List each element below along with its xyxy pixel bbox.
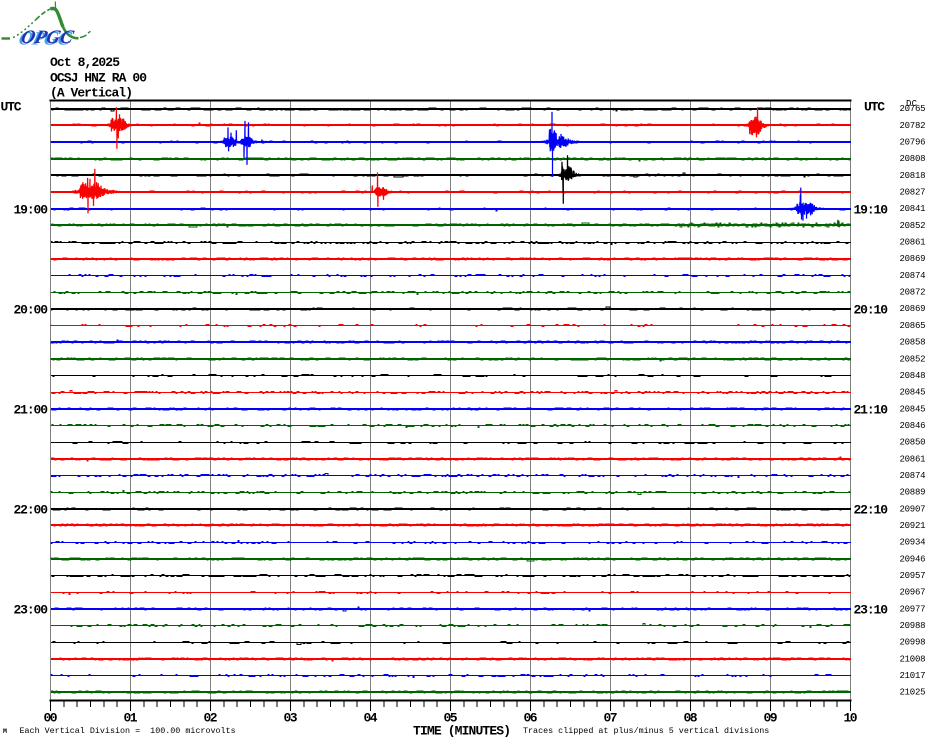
- svg-text:07: 07: [604, 711, 618, 726]
- svg-text:20818: 20818: [900, 171, 926, 181]
- svg-text:00: 00: [44, 711, 58, 726]
- svg-text:20988: 20988: [900, 621, 926, 631]
- svg-text:20:00: 20:00: [14, 303, 49, 318]
- svg-text:02: 02: [204, 711, 218, 726]
- svg-text:21:10: 21:10: [854, 403, 889, 418]
- svg-text:20841: 20841: [900, 204, 926, 214]
- svg-text:06: 06: [524, 711, 538, 726]
- svg-text:OPGC: OPGC: [19, 27, 77, 48]
- svg-text:20946: 20946: [900, 554, 926, 564]
- svg-text:20846: 20846: [900, 421, 926, 431]
- svg-text:20848: 20848: [900, 371, 926, 381]
- svg-text:19:00: 19:00: [14, 203, 49, 218]
- svg-text:20782: 20782: [900, 121, 926, 131]
- svg-text:21008: 21008: [900, 654, 926, 664]
- svg-text:22:00: 22:00: [14, 503, 49, 518]
- svg-text:20998: 20998: [900, 638, 926, 648]
- svg-text:20977: 20977: [900, 604, 926, 614]
- svg-text:19:10: 19:10: [854, 203, 889, 218]
- svg-text:20872: 20872: [900, 288, 926, 298]
- svg-text:20861: 20861: [900, 454, 926, 464]
- svg-text:20845: 20845: [900, 388, 926, 398]
- svg-text:UTC: UTC: [1, 100, 22, 115]
- svg-text:20765: 20765: [900, 104, 926, 114]
- svg-text:20921: 20921: [900, 521, 926, 531]
- svg-text:20967: 20967: [900, 588, 926, 598]
- svg-text:05: 05: [444, 711, 458, 726]
- svg-text:20852: 20852: [900, 354, 926, 364]
- svg-text:Each Vertical Division = 100.: Each Vertical Division = 100.00 microvol…: [20, 726, 236, 736]
- svg-text:23:10: 23:10: [854, 603, 889, 618]
- svg-text:20907: 20907: [900, 504, 926, 514]
- svg-text:M: M: [3, 728, 7, 735]
- svg-text:21:00: 21:00: [14, 403, 49, 418]
- svg-text:20796: 20796: [900, 138, 926, 148]
- svg-text:20:10: 20:10: [854, 303, 889, 318]
- svg-text:20874: 20874: [900, 271, 926, 281]
- svg-text:20934: 20934: [900, 538, 926, 548]
- svg-text:03: 03: [284, 711, 298, 726]
- svg-text:Oct 8,2025: Oct 8,2025: [50, 55, 120, 70]
- svg-text:UTC: UTC: [864, 100, 885, 115]
- svg-text:20827: 20827: [900, 188, 926, 198]
- svg-text:20874: 20874: [900, 471, 926, 481]
- svg-text:20845: 20845: [900, 404, 926, 414]
- svg-text:20869: 20869: [900, 254, 926, 264]
- svg-text:22:10: 22:10: [854, 503, 889, 518]
- svg-text:04: 04: [364, 711, 378, 726]
- svg-text:01: 01: [124, 711, 138, 726]
- svg-text:20852: 20852: [900, 221, 926, 231]
- svg-text:20957: 20957: [900, 571, 926, 581]
- svg-text:21025: 21025: [900, 688, 926, 698]
- svg-text:Traces clipped at plus/minus 5: Traces clipped at plus/minus 5 vertical …: [523, 726, 769, 736]
- svg-text:09: 09: [764, 711, 778, 726]
- svg-text:20869: 20869: [900, 304, 926, 314]
- svg-text:21017: 21017: [900, 671, 926, 681]
- svg-text:20858: 20858: [900, 338, 926, 348]
- svg-text:23:00: 23:00: [14, 603, 49, 618]
- svg-text:OPGC: OPGC: [16, 29, 74, 50]
- svg-text:20808: 20808: [900, 154, 926, 164]
- svg-text:OCSJ HNZ RA 00: OCSJ HNZ RA 00: [50, 70, 147, 85]
- svg-text:(A Vertical): (A Vertical): [50, 86, 133, 101]
- svg-text:20850: 20850: [900, 438, 926, 448]
- svg-text:TIME (MINUTES): TIME (MINUTES): [413, 724, 511, 739]
- svg-text:08: 08: [684, 711, 698, 726]
- svg-text:DC: DC: [906, 99, 918, 109]
- svg-text:10: 10: [844, 711, 858, 726]
- svg-text:20889: 20889: [900, 488, 926, 498]
- svg-text:20865: 20865: [900, 321, 926, 331]
- svg-text:20861: 20861: [900, 238, 926, 248]
